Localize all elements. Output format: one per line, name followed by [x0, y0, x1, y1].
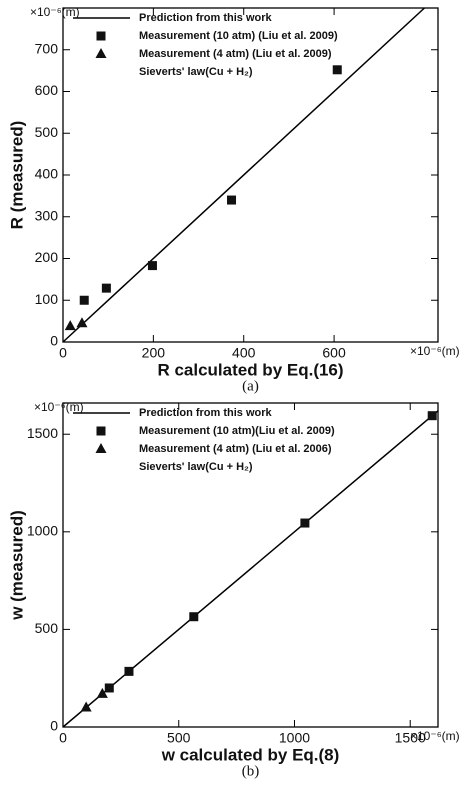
legend-label: Prediction from this work — [139, 407, 273, 419]
x-tick-label: 1500 — [395, 730, 426, 746]
data-point — [64, 320, 76, 331]
x-axis-label: R calculated by Eq.(16) — [157, 360, 343, 379]
y-tick-label: 200 — [35, 249, 59, 265]
y-tick-label: 500 — [35, 620, 59, 636]
x-unit-label: ×10⁻⁶(m) — [410, 729, 460, 743]
data-point — [427, 411, 437, 421]
y-tick-label: 100 — [35, 291, 59, 307]
legend-label: Prediction from this work — [139, 12, 273, 24]
x-tick-label: 0 — [59, 730, 67, 746]
x-tick-label: 500 — [167, 730, 191, 746]
data-point — [101, 283, 111, 293]
x-tick-label: 600 — [322, 345, 346, 361]
y-tick-label: 0 — [50, 333, 58, 349]
legend-label: Sieverts' law(Cu + H₂) — [139, 66, 253, 78]
legend-marker — [96, 31, 106, 41]
y-unit-label: ×10⁻⁶(m) — [30, 5, 80, 19]
x-tick-label: 0 — [59, 345, 67, 361]
y-tick-label: 500 — [35, 124, 59, 140]
legend-label: Sieverts' law(Cu + H₂) — [139, 461, 253, 473]
data-point — [96, 687, 108, 698]
y-axis-label: R (measured) — [7, 121, 26, 230]
x-tick-label: 200 — [142, 345, 166, 361]
legend-label: Measurement (10 atm) (Liu et al. 2009) — [139, 30, 338, 42]
prediction-line — [62, 7, 425, 343]
x-tick-label: 400 — [232, 345, 256, 361]
x-tick-label: 1000 — [279, 730, 310, 746]
legend-label: Measurement (4 atm) (Liu et al. 2009) — [139, 48, 332, 60]
y-tick-label: 300 — [35, 207, 59, 223]
y-tick-label: 700 — [35, 40, 59, 56]
legend-label: Measurement (10 atm)(Liu et al. 2009) — [139, 425, 335, 437]
x-axis-label: w calculated by Eq.(8) — [161, 745, 340, 764]
data-point — [300, 518, 310, 528]
legend-label: Measurement (4 atm) (Liu et al. 2006) — [139, 443, 332, 455]
data-point — [124, 666, 134, 676]
caption: (b) — [242, 763, 260, 779]
y-tick-label: 600 — [35, 82, 59, 98]
data-point — [104, 683, 114, 693]
legend-marker — [95, 48, 107, 58]
y-tick-label: 1000 — [27, 523, 58, 539]
data-point — [80, 701, 92, 712]
legend-marker — [95, 443, 107, 453]
legend-marker — [96, 426, 106, 436]
y-axis-label: w (measured) — [7, 510, 26, 621]
prediction-line — [62, 410, 439, 728]
data-point — [227, 195, 237, 205]
data-point — [79, 295, 89, 305]
data-point — [332, 65, 342, 75]
x-unit-label: ×10⁻⁶(m) — [410, 344, 460, 358]
data-point — [76, 317, 88, 328]
data-point — [189, 612, 199, 622]
y-unit-label: ×10⁻⁶(m) — [34, 400, 84, 414]
data-point — [147, 261, 157, 271]
y-tick-label: 1500 — [27, 425, 58, 441]
plot-frame — [62, 402, 439, 728]
caption: (a) — [242, 378, 259, 394]
y-tick-label: 400 — [35, 166, 59, 182]
y-tick-label: 0 — [50, 718, 58, 734]
